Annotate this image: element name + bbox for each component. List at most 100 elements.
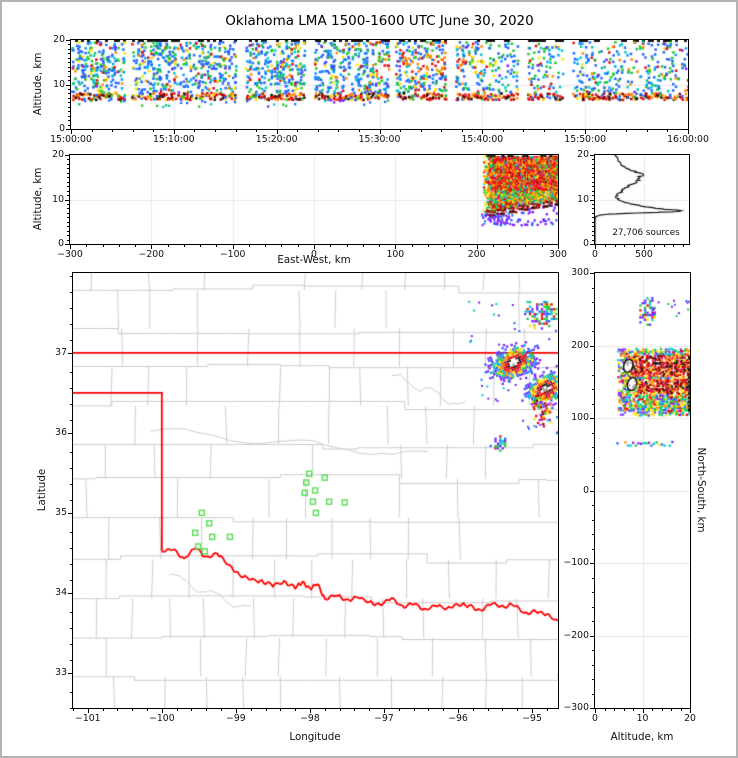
- time-height-panel: [70, 39, 689, 130]
- tick-mark: [91, 130, 93, 132]
- tick-mark: [472, 709, 474, 711]
- tick-mark: [256, 130, 258, 132]
- tick-mark: [67, 159, 69, 161]
- tick-mark: [592, 505, 594, 506]
- tick-mark: [592, 177, 594, 179]
- tick-mark: [369, 709, 371, 711]
- tick-mark: [502, 709, 504, 711]
- ew-panel-xlabel: East-West, km: [277, 254, 351, 266]
- tick-mark: [297, 245, 299, 247]
- tick-mark: [458, 709, 460, 713]
- tick-label: 35: [55, 506, 67, 518]
- tick-mark: [200, 245, 202, 247]
- tick-mark: [482, 130, 484, 134]
- tick-mark: [191, 709, 193, 711]
- tick-mark: [68, 62, 70, 64]
- tick-label: −101: [75, 713, 101, 724]
- tick-mark: [176, 709, 178, 711]
- tick-label: 300: [571, 267, 589, 278]
- tick-mark: [70, 388, 72, 390]
- tick-mark: [221, 709, 223, 711]
- tick-mark: [67, 239, 69, 241]
- tick-label: 15:50:00: [564, 134, 607, 145]
- tick-label: 10: [577, 193, 589, 205]
- tick-mark: [592, 577, 594, 579]
- tick-mark: [70, 660, 72, 662]
- tick-mark: [248, 245, 250, 247]
- tick-mark: [67, 181, 69, 183]
- tick-mark: [592, 239, 594, 241]
- tick-mark: [420, 130, 422, 132]
- tick-mark: [68, 75, 70, 77]
- tick-mark: [592, 212, 594, 214]
- tick-mark: [214, 130, 216, 132]
- tick-label: −99: [226, 713, 246, 724]
- tick-mark: [87, 709, 89, 713]
- tick-mark: [460, 245, 462, 247]
- tick-mark: [592, 168, 594, 170]
- tick-mark: [70, 692, 72, 693]
- tick-mark: [265, 245, 267, 247]
- tick-mark: [67, 230, 69, 232]
- map-xlabel: Longitude: [289, 731, 341, 743]
- tick-mark: [592, 316, 594, 318]
- tick-mark: [67, 172, 69, 174]
- tick-mark: [68, 48, 70, 50]
- tick-label: 16:00:00: [667, 134, 709, 145]
- altitude-histogram-canvas: [595, 155, 689, 244]
- tick-mark: [546, 709, 548, 711]
- tick-mark: [590, 273, 594, 274]
- tick-mark: [68, 352, 72, 354]
- tick-mark: [297, 130, 299, 132]
- tick-mark: [592, 679, 594, 680]
- ns-panel-xlabel: Altitude, km: [610, 731, 674, 743]
- tick-mark: [68, 93, 70, 95]
- tick-mark: [643, 245, 645, 249]
- tick-mark: [590, 244, 594, 245]
- tick-mark: [68, 592, 72, 594]
- tick-mark: [626, 130, 628, 132]
- tick-mark: [590, 418, 594, 419]
- tick-mark: [585, 130, 587, 134]
- tick-mark: [68, 432, 72, 434]
- tick-mark: [592, 159, 594, 161]
- tick-label: −100: [563, 557, 589, 568]
- tick-label: 34: [55, 586, 67, 598]
- tick-mark: [443, 709, 445, 711]
- tick-mark: [592, 331, 594, 332]
- tick-mark: [68, 57, 70, 59]
- tick-mark: [67, 203, 69, 205]
- tick-mark: [509, 245, 511, 247]
- tick-mark: [73, 709, 74, 711]
- tick-mark: [132, 709, 134, 711]
- tick-mark: [147, 709, 149, 711]
- tick-mark: [161, 709, 163, 713]
- tick-mark: [661, 709, 663, 711]
- tick-mark: [590, 155, 594, 156]
- tick-mark: [346, 245, 348, 247]
- tick-mark: [65, 155, 69, 156]
- tick-mark: [544, 130, 546, 132]
- tick-mark: [592, 606, 594, 608]
- tick-mark: [70, 532, 72, 534]
- tick-mark: [67, 208, 69, 210]
- tick-label: 300: [549, 249, 567, 260]
- tick-mark: [667, 130, 669, 132]
- tick-mark: [232, 245, 234, 249]
- tick-mark: [487, 709, 489, 711]
- tick-mark: [68, 80, 70, 82]
- tick-mark: [398, 709, 400, 711]
- tick-mark: [112, 130, 114, 132]
- tick-mark: [67, 235, 69, 237]
- tick-label: 36: [55, 426, 67, 438]
- tick-label: −100: [219, 249, 246, 260]
- tick-mark: [362, 245, 364, 247]
- tick-mark: [70, 404, 72, 406]
- tick-mark: [70, 484, 72, 486]
- tick-mark: [592, 432, 594, 434]
- tick-label: 15:20:00: [255, 134, 298, 145]
- tick-mark: [70, 292, 72, 294]
- tick-mark: [642, 709, 644, 713]
- tick-mark: [68, 66, 70, 68]
- figure-title: Oklahoma LMA 1500-1600 UTC June 30, 2020: [225, 13, 534, 29]
